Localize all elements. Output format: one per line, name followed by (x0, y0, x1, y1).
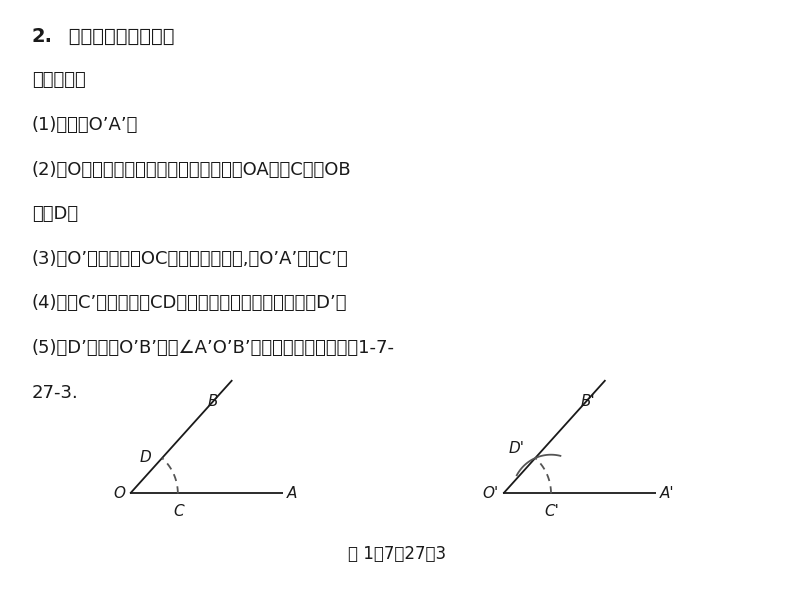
Text: B': B' (580, 395, 596, 409)
Text: 2.: 2. (32, 27, 52, 46)
Text: (4)以点C’为圆心，以CD的长为半径画弧，交前弧于点D’；: (4)以点C’为圆心，以CD的长为半径画弧，交前弧于点D’； (32, 294, 347, 312)
Text: 图 1－7－27－3: 图 1－7－27－3 (348, 545, 446, 563)
Text: (1)作射线O’A’；: (1)作射线O’A’； (32, 116, 138, 134)
Text: A: A (287, 486, 297, 501)
Text: 于点D；: 于点D； (32, 205, 78, 224)
Text: (2)以O为圆心，以任意长为半径画弧，交OA于点C，交OB: (2)以O为圆心，以任意长为半径画弧，交OA于点C，交OB (32, 160, 352, 179)
Text: 作法步骤：: 作法步骤： (32, 72, 86, 89)
Text: (3)以O’为圆心，以OC的长为半径画弧,交O’A’于点C’；: (3)以O’为圆心，以OC的长为半径画弧,交O’A’于点C’； (32, 250, 349, 268)
Text: (5)过D’作射线O’B’，则∠A’O’B’即是所求作的角，如图1-7-: (5)过D’作射线O’B’，则∠A’O’B’即是所求作的角，如图1-7- (32, 339, 395, 357)
Text: D: D (140, 449, 152, 465)
Text: B: B (207, 395, 218, 409)
Text: O: O (114, 486, 125, 501)
Text: D': D' (509, 440, 525, 456)
Text: A': A' (660, 486, 674, 501)
Text: O': O' (482, 486, 499, 501)
Text: C': C' (545, 504, 560, 519)
Text: 作一个角等于已知角: 作一个角等于已知角 (62, 27, 175, 46)
Text: 27-3.: 27-3. (32, 384, 79, 402)
Text: C: C (173, 504, 184, 519)
